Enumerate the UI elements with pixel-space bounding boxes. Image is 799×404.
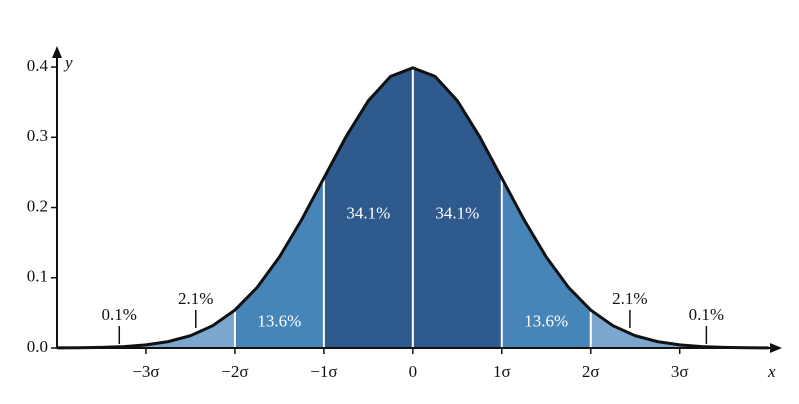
region-label: 34.1% bbox=[346, 203, 390, 222]
x-tick-label: −3σ bbox=[132, 362, 159, 381]
y-tick-label: 0.2 bbox=[27, 196, 48, 215]
x-tick-label: 2σ bbox=[582, 362, 600, 381]
y-tick-label: 0.4 bbox=[27, 56, 49, 75]
x-tick-label: 3σ bbox=[671, 362, 689, 381]
x-tick-label: −1σ bbox=[310, 362, 337, 381]
region-label: 34.1% bbox=[435, 203, 479, 222]
region bbox=[145, 310, 235, 348]
region-label: 0.1% bbox=[102, 305, 137, 324]
y-tick-label: 0.1 bbox=[27, 267, 48, 286]
region bbox=[590, 310, 680, 348]
density-curve bbox=[56, 66, 769, 350]
region-label: 2.1% bbox=[178, 289, 213, 308]
x-axis-arrow bbox=[770, 343, 782, 353]
y-axis-label: y bbox=[63, 53, 73, 72]
region-label: 0.1% bbox=[689, 305, 724, 324]
x-axis-label: x bbox=[767, 362, 776, 381]
y-axis-arrow bbox=[52, 46, 62, 58]
x-tick-label: 1σ bbox=[493, 362, 511, 381]
y-tick-label: 0.0 bbox=[27, 337, 48, 356]
region-label: 13.6% bbox=[524, 312, 568, 331]
region-label: 13.6% bbox=[257, 312, 301, 331]
x-tick-label: −2σ bbox=[221, 362, 248, 381]
x-tick-label: 0 bbox=[409, 362, 418, 381]
region-label: 2.1% bbox=[612, 289, 647, 308]
y-tick-label: 0.3 bbox=[27, 126, 48, 145]
